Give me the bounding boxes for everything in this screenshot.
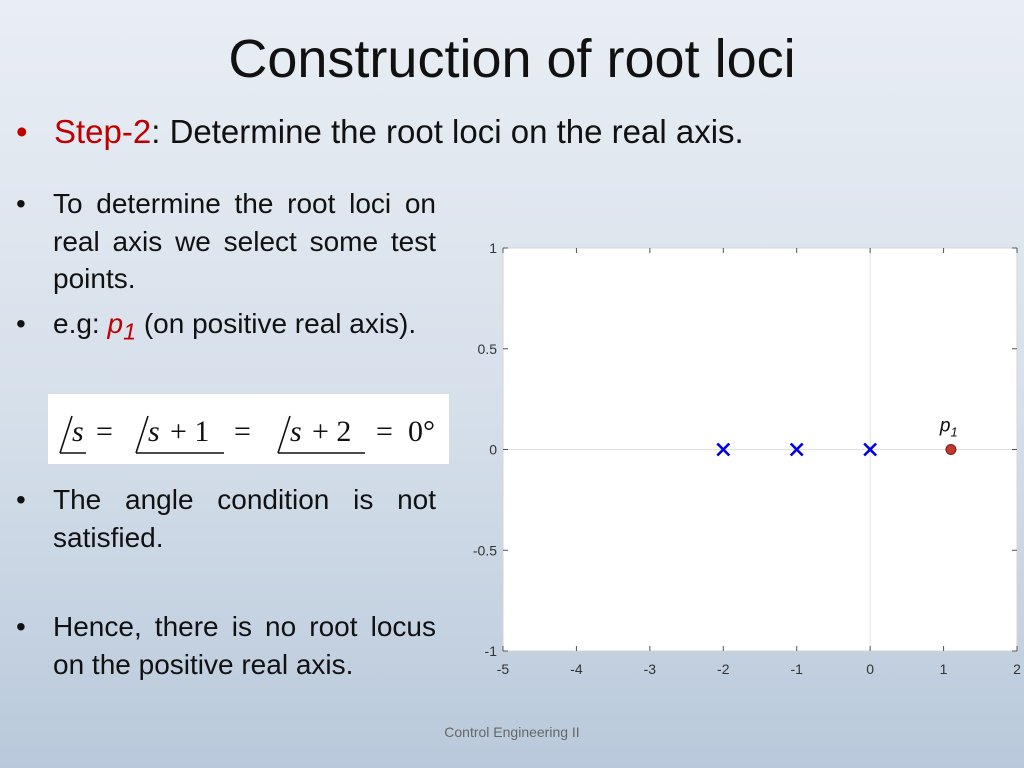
bullet-dot: • [16,113,28,150]
slide-footer: Control Engineering II [444,724,580,740]
x-tick-label: 0 [866,661,874,677]
eg-text: e.g: [53,308,100,339]
svg-text:s: s [148,415,160,448]
test-point-label: p1 [939,416,958,440]
step-label: Step-2 [54,113,152,150]
bullet-text: To determine the root loci on real axis … [53,188,436,294]
svg-text:0°: 0° [408,415,435,448]
x-tick-label: -2 [717,661,730,677]
x-tick-label: 1 [940,661,948,677]
pole-marker [789,442,804,457]
y-tick-label: -1 [485,643,498,659]
x-tick-label: -4 [570,661,583,677]
angle-symbol [135,415,149,454]
bullet-dot: • [16,188,26,219]
angle-symbol [59,415,73,454]
svg-text:s: s [72,415,84,448]
test-point-marker [945,444,957,455]
svg-text:=: = [376,415,393,448]
step-heading: • Step-2: Determine the root loci on the … [16,110,744,154]
pole-marker [863,442,878,457]
bullet-text: e.g: p1 (on positive real axis). [53,305,436,351]
bullet-dot: • [16,484,26,515]
y-tick-label: 0.5 [478,341,498,357]
bullet-text: The angle condition is not satisfied. [53,484,436,553]
bullet-dot: • [16,308,26,339]
svg-text:s: s [290,415,302,448]
slide-title: Construction of root loci [228,29,796,89]
x-tick-label: -1 [790,661,803,677]
x-tick-label: -3 [644,661,657,677]
pole-marker [716,442,731,457]
svg-text:=: = [234,415,251,448]
step-text: : Determine the root loci on the real ax… [151,113,744,150]
bullet-dot: • [16,611,26,642]
x-tick-label: 2 [1013,661,1021,677]
y-tick-label: -0.5 [473,542,497,558]
svg-text:+ 1: + 1 [170,415,209,448]
equation-image: s = s + 1 = s + 2 = 0° [59,415,435,454]
point-ref: p1 [107,308,137,345]
y-tick-label: 0 [489,442,497,458]
positive-axis-text: (on positive real axis). [143,308,417,339]
y-tick-label: 1 [489,240,497,256]
svg-text:=: = [96,415,113,448]
angle-symbol [277,415,291,454]
x-tick-label: -5 [497,661,510,677]
angle-equation: s = s + 1 = s + 2 = 0° [48,394,449,464]
svg-text:+ 2: + 2 [312,415,351,448]
bullet-text: Hence, there is no root locus on the pos… [53,611,436,680]
